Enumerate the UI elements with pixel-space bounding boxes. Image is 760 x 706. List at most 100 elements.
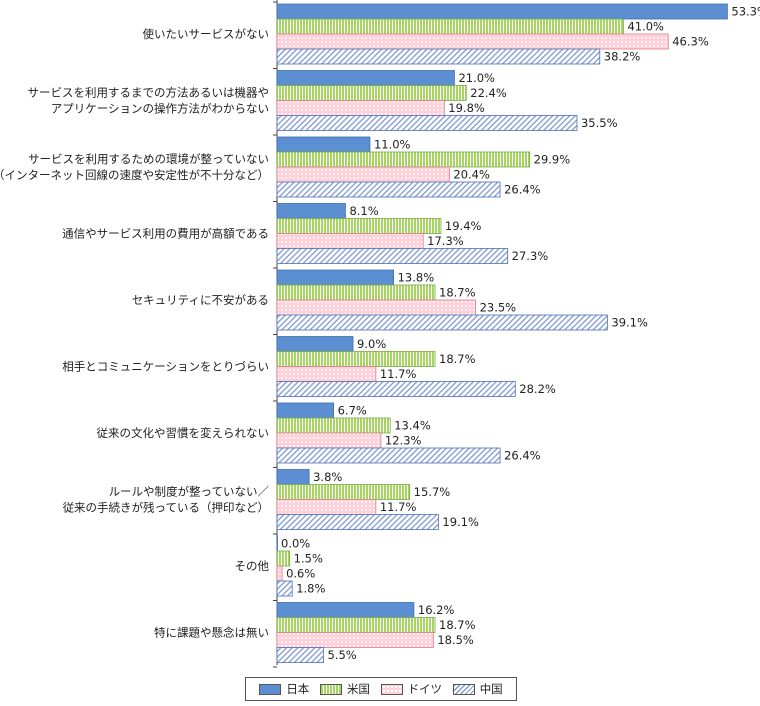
data-label-japan: 9.0%	[357, 337, 386, 351]
bar-china	[276, 514, 439, 530]
category-label: 通信やサービス利用の費用が高額である	[62, 227, 269, 241]
data-label-japan: 3.8%	[313, 470, 342, 484]
legend-item-china: 中国	[452, 681, 503, 697]
bar-germany	[276, 432, 382, 449]
data-label-usa: 1.5%	[294, 552, 323, 566]
category-label: 使いたいサービスがない	[143, 27, 270, 41]
bar-usa	[276, 284, 436, 301]
data-label-usa: 18.7%	[439, 352, 476, 366]
data-label-china: 1.8%	[296, 582, 325, 596]
data-label-germany: 17.3%	[427, 234, 464, 248]
category-label: アプリケーションの操作方法がわからない	[51, 102, 269, 116]
bar-japan	[276, 269, 395, 286]
category-label: 相手とコミュニケーションをとりづらい	[62, 360, 269, 374]
legend-item-germany: ドイツ	[380, 681, 443, 697]
bar-japan	[276, 3, 728, 20]
data-label-usa: 15.7%	[414, 485, 451, 499]
legend-item-usa: 米国	[319, 681, 370, 697]
bar-china	[276, 314, 608, 331]
data-label-china: 28.2%	[519, 382, 556, 396]
data-label-usa: 41.0%	[627, 20, 664, 34]
bar-china	[276, 647, 324, 663]
bar-japan	[276, 336, 354, 352]
data-label-germany: 11.7%	[380, 367, 417, 381]
data-label-germany: 19.8%	[448, 101, 485, 115]
legend-swatch-japan	[259, 683, 282, 695]
data-label-japan: 0.0%	[281, 537, 310, 551]
bar-japan	[276, 136, 371, 153]
bar-japan	[276, 203, 346, 219]
bar-germany	[276, 299, 476, 316]
bar-japan	[276, 402, 335, 419]
category-label: その他	[235, 559, 270, 573]
category-label: 従来の文化や習慣を変えられない	[97, 426, 270, 440]
category-label: ルールや制度が整っていない／	[109, 485, 270, 499]
bar-china	[276, 447, 501, 464]
data-label-japan: 11.0%	[374, 138, 411, 152]
legend-swatch-germany	[380, 683, 403, 695]
data-label-germany: 0.6%	[286, 567, 315, 581]
bar-germany	[276, 499, 377, 515]
bar-japan	[276, 70, 455, 86]
data-label-china: 26.4%	[504, 183, 541, 197]
category-label: 従来の手続きが残っている（押印など）	[63, 501, 269, 515]
data-label-usa: 22.4%	[470, 86, 507, 100]
data-label-germany: 46.3%	[672, 35, 709, 49]
bar-usa	[276, 417, 391, 434]
bar-china	[276, 181, 501, 198]
data-label-japan: 8.1%	[349, 204, 378, 218]
bar-usa	[276, 151, 531, 168]
bar-china	[276, 381, 516, 397]
legend-swatch-usa	[319, 683, 342, 695]
category-label: サービスを利用するための環境が整っていない	[28, 152, 269, 166]
category-label: （インターネット回線の速度や安定性が不十分など）	[0, 168, 269, 182]
legend-label-germany: ドイツ	[407, 682, 443, 696]
data-label-usa: 29.9%	[534, 153, 571, 167]
data-label-china: 39.1%	[611, 316, 648, 330]
bar-germany	[276, 366, 377, 382]
legend-label-china: 中国	[479, 682, 503, 696]
data-label-japan: 13.8%	[398, 271, 435, 285]
data-label-china: 26.4%	[504, 449, 541, 463]
data-label-japan: 16.2%	[418, 603, 455, 617]
bar-usa	[276, 85, 467, 101]
bar-china	[276, 248, 509, 264]
data-label-china: 19.1%	[442, 515, 479, 529]
bar-japan	[276, 602, 415, 618]
bar-germany	[276, 33, 669, 50]
bar-germany	[276, 632, 434, 648]
bar-germany	[276, 565, 283, 582]
data-label-germany: 18.5%	[437, 633, 474, 647]
data-label-china: 27.3%	[512, 249, 549, 263]
data-label-germany: 23.5%	[480, 301, 517, 315]
data-label-japan: 21.0%	[458, 71, 495, 85]
data-label-china: 35.5%	[581, 116, 618, 130]
category-label: 特に課題や懸念は無い	[154, 626, 269, 640]
bar-china	[276, 115, 578, 131]
category-label: セキュリティに不安がある	[132, 293, 269, 307]
bar-usa	[276, 550, 291, 567]
bar-japan	[276, 469, 310, 485]
legend-swatch-china	[452, 683, 475, 695]
bar-usa	[276, 484, 411, 500]
data-label-japan: 53.3%	[731, 5, 760, 19]
legend-label-japan: 日本	[286, 682, 310, 696]
bar-japan	[276, 535, 278, 552]
data-label-germany: 11.7%	[380, 500, 417, 514]
bar-usa	[276, 351, 436, 367]
bar-germany	[276, 233, 424, 249]
data-label-usa: 13.4%	[394, 419, 431, 433]
legend: 日本 米国 ドイツ 中国	[245, 677, 517, 701]
data-label-china: 5.5%	[327, 648, 356, 662]
data-label-germany: 12.3%	[385, 434, 422, 448]
data-label-usa: 18.7%	[439, 618, 476, 632]
data-label-germany: 20.4%	[453, 168, 490, 182]
bar-china	[276, 580, 293, 597]
data-label-china: 38.2%	[604, 50, 641, 64]
legend-item-japan: 日本	[259, 681, 309, 697]
data-label-usa: 18.7%	[439, 286, 476, 300]
category-label: サービスを利用するまでの方法あるいは機器や	[28, 86, 270, 100]
bar-germany	[276, 100, 445, 116]
bar-usa	[276, 218, 442, 234]
